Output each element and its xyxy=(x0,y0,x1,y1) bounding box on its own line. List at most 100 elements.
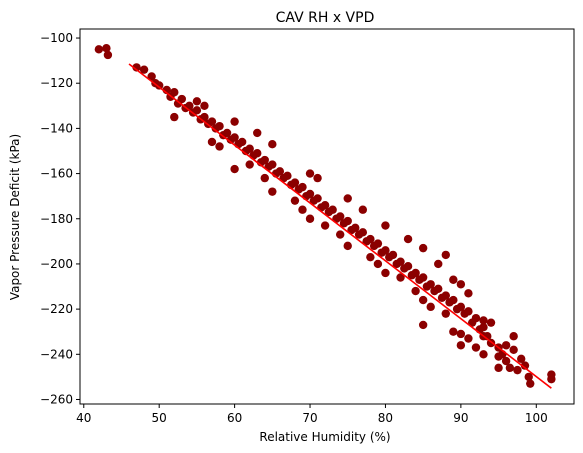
data-point xyxy=(245,160,254,169)
data-point xyxy=(343,216,352,226)
data-point xyxy=(441,291,450,300)
x-tick-label: 100 xyxy=(525,411,548,425)
data-point xyxy=(207,117,217,126)
data-point xyxy=(358,228,368,237)
data-point xyxy=(222,128,232,138)
data-point xyxy=(154,81,164,90)
axes: 40 50 60 70 80 90 100 −100 −120 −140 −160 −180 −200 −… xyxy=(40,31,548,425)
data-point xyxy=(464,334,473,343)
data-point xyxy=(147,72,156,81)
data-point xyxy=(215,142,224,151)
data-point xyxy=(103,50,113,60)
data-point xyxy=(479,316,488,325)
data-point xyxy=(441,309,450,318)
data-point xyxy=(230,133,239,142)
data-point xyxy=(268,140,277,149)
data-point xyxy=(192,106,202,115)
data-point xyxy=(517,354,526,364)
data-point xyxy=(94,45,104,54)
y-tick-label: −260 xyxy=(40,392,73,406)
data-point xyxy=(456,341,466,350)
data-point xyxy=(102,44,111,53)
data-point xyxy=(260,155,269,165)
data-point xyxy=(434,284,443,293)
y-tick-label: −100 xyxy=(40,31,73,45)
data-point xyxy=(192,97,202,106)
data-point xyxy=(351,223,360,232)
x-tick-label: 40 xyxy=(76,411,91,425)
data-point xyxy=(494,363,503,373)
data-point xyxy=(132,63,141,72)
data-point xyxy=(396,273,405,282)
data-point xyxy=(471,343,481,352)
data-point xyxy=(434,259,443,269)
data-point xyxy=(509,332,518,341)
data-point xyxy=(524,372,533,382)
data-point xyxy=(253,149,262,158)
data-point xyxy=(215,121,224,131)
data-point xyxy=(328,205,337,214)
plot-frame xyxy=(79,28,575,405)
data-point xyxy=(501,356,511,366)
y-tick-label: −220 xyxy=(40,302,73,316)
chart-title: CAV RH x VPD xyxy=(276,10,375,26)
data-point xyxy=(298,205,307,214)
data-point xyxy=(290,178,300,187)
data-point xyxy=(290,196,300,205)
data-point xyxy=(305,169,315,178)
y-tick-label: −200 xyxy=(40,257,73,271)
data-point xyxy=(366,234,375,244)
data-point xyxy=(426,302,435,312)
data-point xyxy=(260,173,269,183)
data-point xyxy=(501,341,511,350)
data-point xyxy=(343,194,352,203)
y-axis-label: Vapor Pressure Deficit (kPa) xyxy=(8,134,22,300)
data-point xyxy=(230,164,239,174)
data-point xyxy=(396,257,405,266)
data-point xyxy=(456,329,466,339)
data-point xyxy=(449,327,458,336)
data-point xyxy=(275,167,285,176)
data-point xyxy=(418,273,428,282)
data-point xyxy=(449,275,458,284)
data-point xyxy=(305,189,315,199)
data-point xyxy=(513,365,522,375)
data-point xyxy=(373,239,383,248)
data-point xyxy=(200,101,209,111)
data-point xyxy=(200,112,209,122)
y-tick-label: −240 xyxy=(40,347,73,361)
data-point xyxy=(494,352,503,361)
y-tick-label: −160 xyxy=(40,167,73,181)
data-point xyxy=(509,345,518,354)
data-point xyxy=(411,286,420,296)
data-point xyxy=(471,313,481,323)
data-point xyxy=(381,246,390,255)
data-point xyxy=(230,117,239,126)
data-point xyxy=(373,259,383,269)
data-point xyxy=(403,261,413,271)
data-point xyxy=(547,374,556,384)
data-point xyxy=(505,363,515,373)
data-point xyxy=(403,234,413,244)
data-point xyxy=(486,318,496,327)
data-point xyxy=(207,137,217,147)
data-point xyxy=(268,160,277,169)
data-point xyxy=(335,230,345,239)
x-tick-label: 60 xyxy=(227,411,242,425)
data-point xyxy=(411,268,420,278)
data-point xyxy=(464,289,473,298)
data-point xyxy=(456,302,466,312)
data-point xyxy=(313,194,322,203)
data-point xyxy=(520,361,530,370)
data-point xyxy=(313,173,322,183)
data-point xyxy=(320,221,330,230)
data-point xyxy=(268,187,277,196)
data-point xyxy=(170,112,179,122)
data-point xyxy=(343,241,352,251)
data-point xyxy=(139,65,149,74)
data-point xyxy=(298,182,307,192)
data-point xyxy=(418,243,428,253)
data-point xyxy=(245,144,254,153)
